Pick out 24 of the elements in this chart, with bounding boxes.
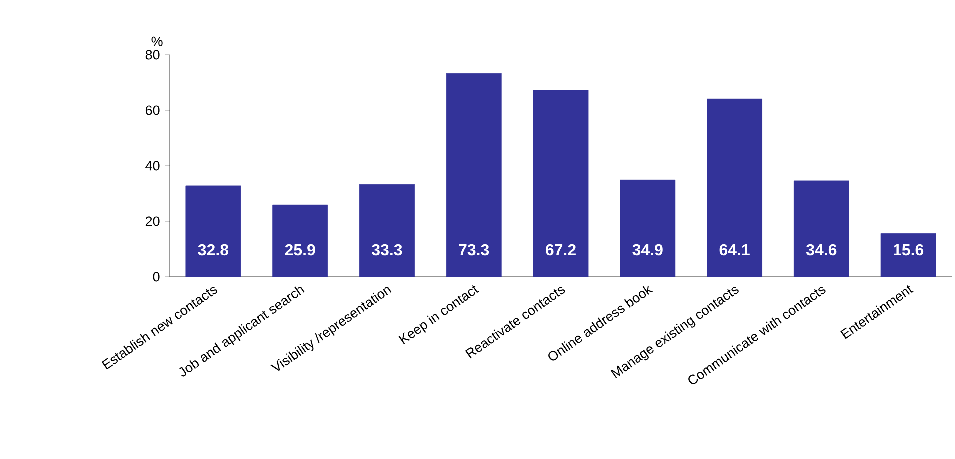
bar [360,184,415,278]
data-label: 25.9 [285,244,316,256]
y-tick-label: 0 [153,272,160,282]
data-label: 73.3 [459,244,490,256]
y-tick-label: 80 [146,50,160,60]
data-label: 67.2 [546,244,576,256]
data-label: 64.1 [720,244,750,256]
bar [186,186,242,278]
y-axis-title: % [152,36,163,46]
bar [533,90,589,278]
data-label: 33.3 [372,244,402,256]
bar [794,180,850,278]
bar [620,180,676,278]
data-label: 15.6 [894,244,924,256]
bar [880,234,936,278]
y-tick-label: 40 [146,161,160,171]
data-label: 34.6 [806,244,837,256]
y-tick-label: 20 [146,216,160,226]
bar [707,98,762,278]
data-label: 32.8 [198,244,229,256]
bar [446,73,502,278]
data-label: 34.9 [632,244,663,256]
y-tick-label: 60 [146,106,160,116]
bar [272,204,328,278]
